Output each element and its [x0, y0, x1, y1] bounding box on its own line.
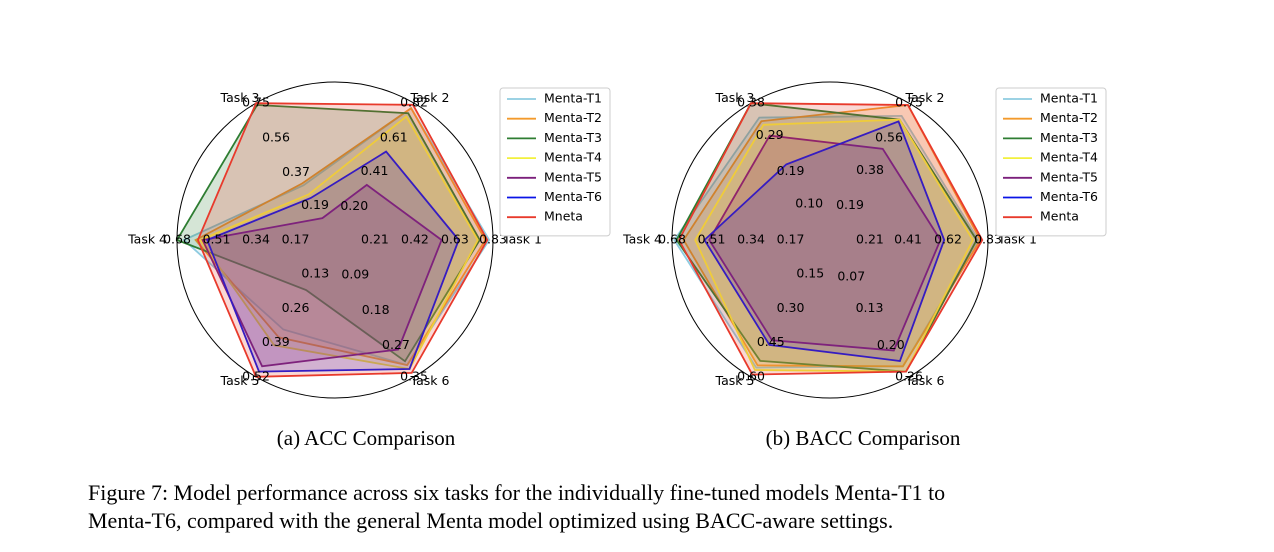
legend-box [499, 87, 611, 237]
r-tick-label: 0.75 [242, 95, 270, 110]
r-tick-label: 0.82 [400, 95, 428, 110]
r-tick-label: 0.10 [795, 195, 823, 210]
legend-box [995, 87, 1107, 237]
legend-label: Menta [1040, 209, 1079, 224]
axis-label: Task 4 [127, 232, 167, 247]
r-tick-label: 0.60 [737, 368, 765, 383]
r-tick-label: 0.26 [282, 300, 310, 315]
legend-label: Menta-T1 [1040, 91, 1098, 106]
r-tick-label: 0.52 [242, 368, 270, 383]
radar-series [206, 150, 460, 373]
r-tick-label: 0.83 [974, 232, 1002, 247]
radar-series [196, 102, 489, 378]
legend-label: Menta-T6 [1040, 189, 1098, 204]
axis-label: Task 5 [220, 373, 260, 388]
r-tick-label: 0.62 [934, 232, 962, 247]
r-tick-label: 0.15 [796, 266, 824, 281]
r-tick-label: 0.38 [856, 162, 884, 177]
r-tick-label: 0.07 [837, 268, 865, 283]
axis-label: Task 6 [410, 373, 450, 388]
axis-label: Task 5 [715, 373, 755, 388]
legend-label: Menta-T5 [1040, 169, 1098, 184]
r-tick-label: 0.42 [401, 232, 429, 247]
r-tick-label: 0.51 [203, 232, 231, 247]
axis-label: Task 2 [905, 90, 945, 105]
r-tick-label: 0.18 [362, 302, 390, 317]
r-tick-label: 0.30 [777, 300, 805, 315]
r-tick-label: 0.68 [163, 232, 191, 247]
r-tick-label: 0.38 [737, 95, 765, 110]
radar-series [175, 104, 481, 363]
axis-label: Task 6 [905, 373, 945, 388]
r-tick-label: 0.27 [382, 337, 410, 352]
radar-frame [671, 81, 989, 399]
r-tick-label: 0.20 [877, 337, 905, 352]
r-tick-label: 0.29 [756, 127, 784, 142]
r-tick-label: 0.21 [361, 232, 389, 247]
radar-series [677, 102, 984, 376]
chart-caption: (a) ACC Comparison [277, 426, 456, 450]
r-tick-label: 0.83 [479, 232, 507, 247]
r-tick-label: 0.51 [698, 232, 726, 247]
r-tick-label: 0.13 [856, 300, 884, 315]
r-tick-label: 0.34 [737, 232, 765, 247]
r-tick-label: 0.35 [400, 368, 428, 383]
figure-caption: Figure 7: Model performance across six t… [88, 480, 945, 505]
r-tick-label: 0.41 [894, 232, 922, 247]
legend-label: Menta-T5 [544, 169, 602, 184]
legend-label: Mneta [544, 209, 583, 224]
r-tick-label: 0.75 [895, 95, 923, 110]
r-tick-label: 0.56 [875, 129, 903, 144]
axis-label: Task 3 [715, 90, 755, 105]
r-tick-label: 0.34 [242, 232, 270, 247]
figure-caption: Menta-T6, compared with the general Ment… [88, 508, 893, 533]
chart-caption: (b) BACC Comparison [766, 426, 961, 450]
r-tick-label: 0.17 [282, 232, 310, 247]
r-tick-label: 0.63 [441, 232, 469, 247]
radar-series [201, 183, 443, 368]
r-tick-label: 0.68 [658, 232, 686, 247]
legend-label: Menta-T3 [544, 130, 602, 145]
r-tick-label: 0.61 [380, 130, 408, 145]
r-tick-label: 0.19 [777, 163, 805, 178]
legend-label: Menta-T2 [544, 110, 602, 125]
r-tick-label: 0.19 [301, 197, 329, 212]
axis-label: Task 4 [622, 232, 662, 247]
r-tick-label: 0.09 [341, 267, 369, 282]
legend-label: Menta-T1 [544, 91, 602, 106]
r-tick-label: 0.41 [361, 163, 389, 178]
legend-label: Menta-T2 [1040, 110, 1098, 125]
r-tick-label: 0.39 [262, 334, 290, 349]
r-tick-label: 0.26 [895, 368, 923, 383]
legend-label: Menta-T3 [1040, 130, 1098, 145]
r-tick-label: 0.37 [282, 164, 310, 179]
radar-series [708, 134, 942, 352]
axis-label: Task 2 [410, 90, 450, 105]
legend-label: Menta-T4 [544, 150, 602, 165]
r-tick-label: 0.56 [262, 129, 290, 144]
legend-label: Menta-T6 [544, 189, 602, 204]
r-tick-label: 0.45 [757, 334, 785, 349]
legend-label: Menta-T4 [1040, 150, 1098, 165]
radar-series [703, 120, 946, 362]
r-tick-label: 0.21 [856, 232, 884, 247]
r-tick-label: 0.17 [777, 232, 805, 247]
axis-label: Task 3 [220, 90, 260, 105]
r-tick-label: 0.19 [836, 197, 864, 212]
radar-series [194, 106, 487, 367]
r-tick-label: 0.13 [301, 266, 329, 281]
r-tick-label: 0.20 [340, 198, 368, 213]
